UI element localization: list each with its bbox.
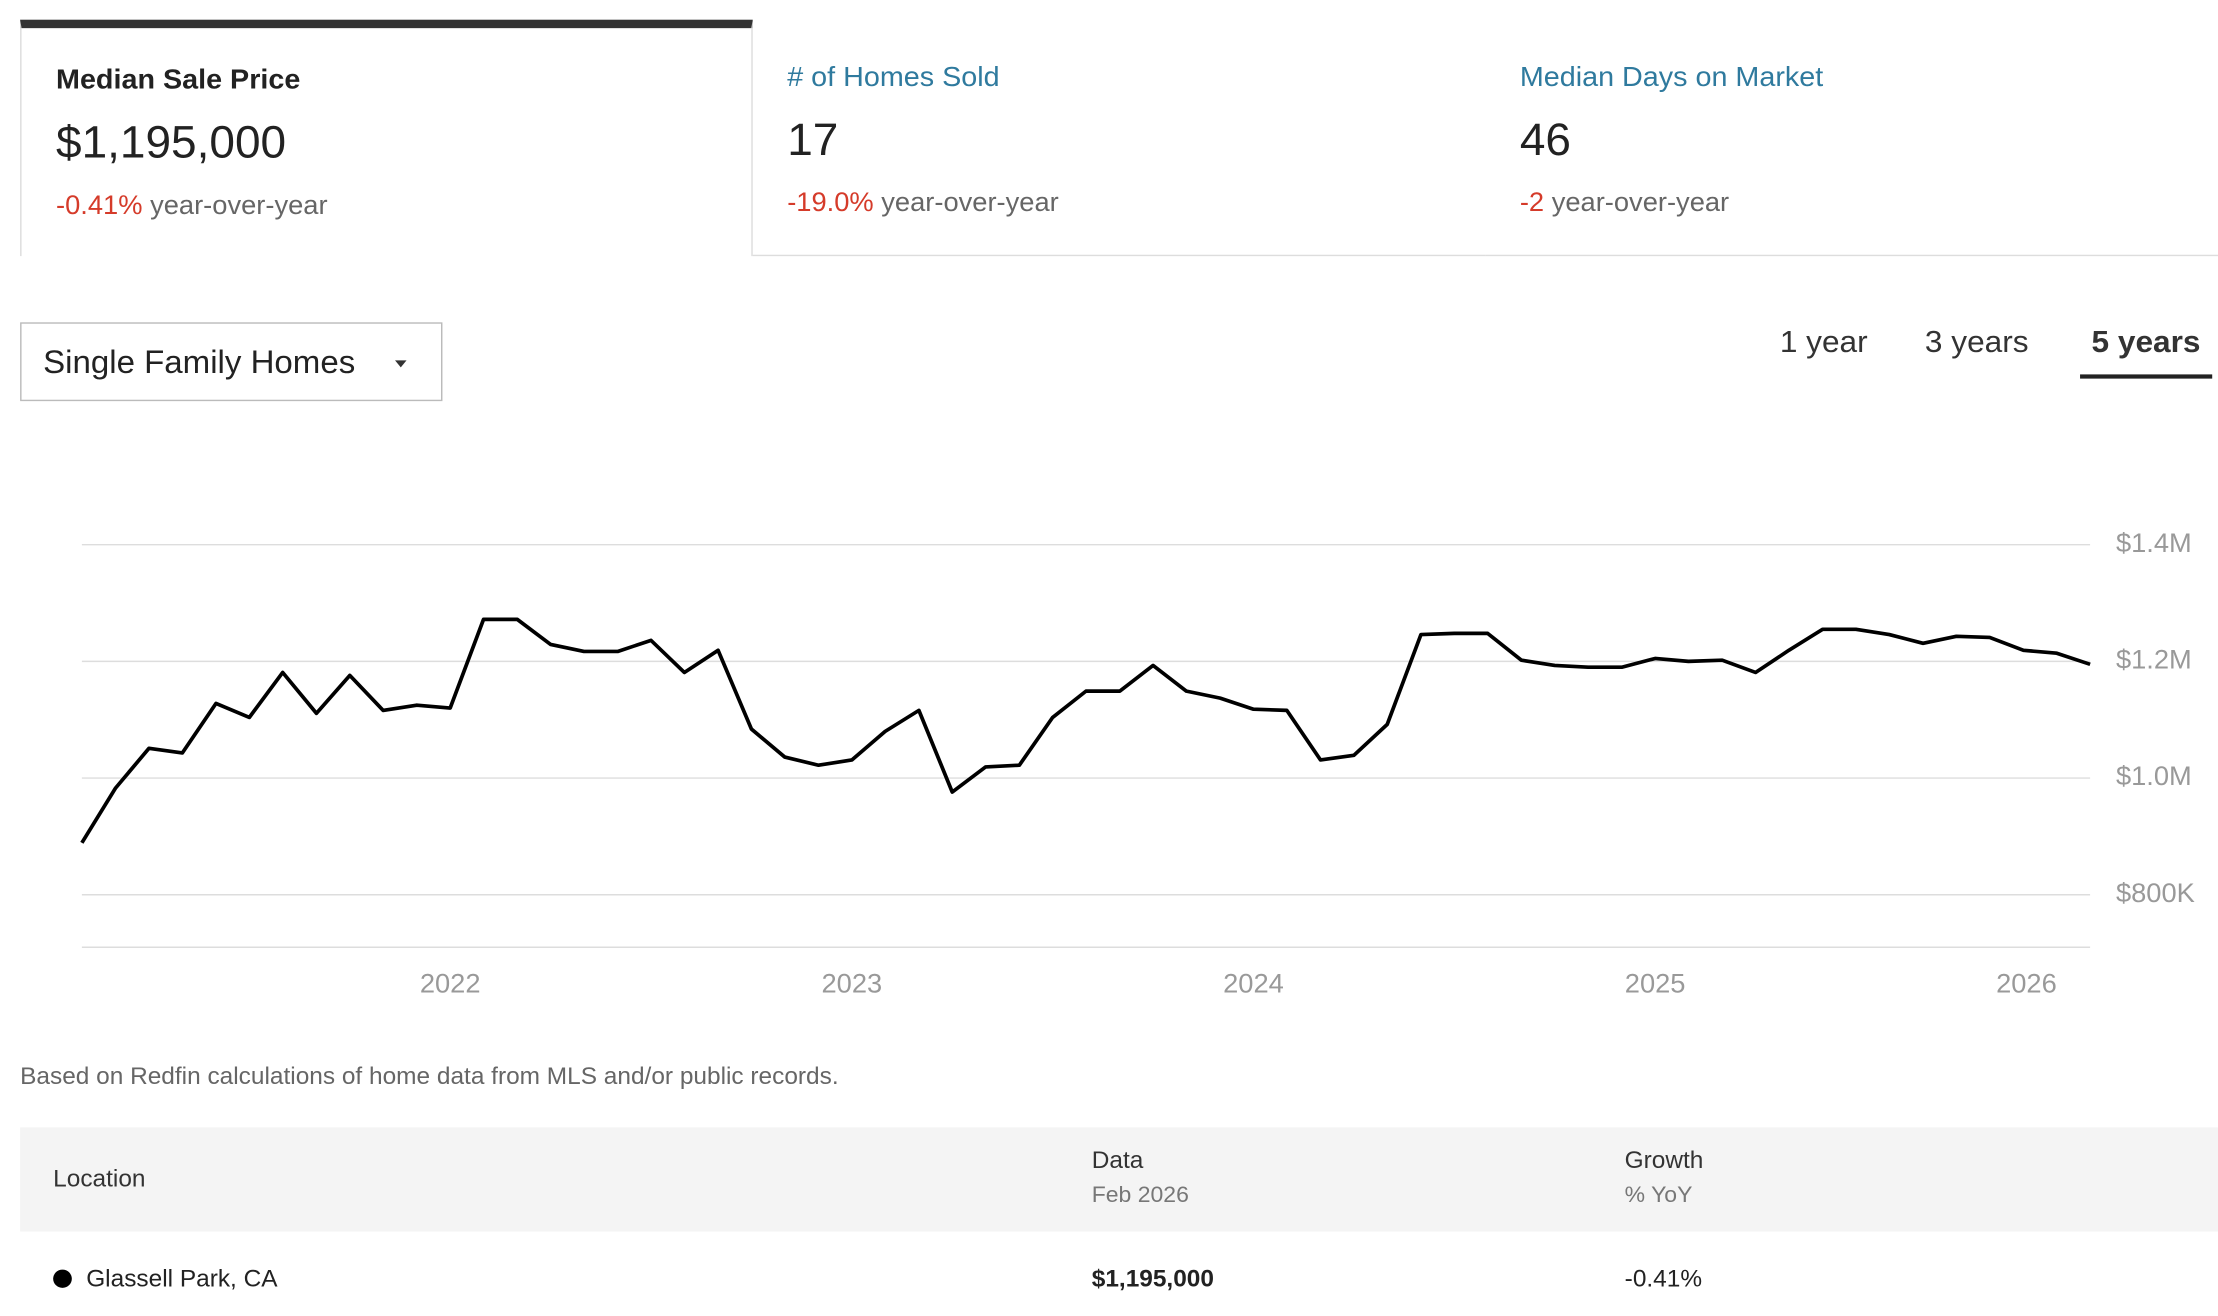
metric-change: -0.41% xyxy=(56,191,143,221)
header-title: Location xyxy=(53,1165,146,1193)
metric-title: Median Sale Price xyxy=(56,64,301,96)
chart: $800K $1.0M $1.2M $1.4M 2022 2023 2024 2025 2026 xyxy=(80,528,2195,999)
y-tick-label: $1.2M xyxy=(2116,645,2192,675)
header-sub: Feb 2026 xyxy=(1091,1183,1189,1208)
y-tick-label: $800K xyxy=(2116,878,2195,908)
series-line xyxy=(80,617,2091,844)
range-button[interactable]: 3 years xyxy=(1924,323,2029,359)
growth-cell: -0.41% xyxy=(1624,1265,1703,1293)
metric-title: Median Days on Market xyxy=(1519,61,1824,93)
dropdown-label: Single Family Homes xyxy=(43,343,356,381)
metric-change-label: year-over-year xyxy=(150,191,328,221)
metric-change-label: year-over-year xyxy=(1551,188,1730,219)
x-tick-label: 2024 xyxy=(1223,969,1284,999)
range-button[interactable]: 5 years xyxy=(2080,324,2213,379)
metric-tab[interactable]: # of Homes Sold 17 -19.0% year-over-year xyxy=(752,20,1486,257)
dropdown-arrow xyxy=(395,360,407,368)
table-header: Location Data Feb 2026 Growth % YoY xyxy=(20,1127,2218,1232)
x-tick-label: 2026 xyxy=(1996,969,2057,999)
y-tick-label: $1.0M xyxy=(2116,761,2192,791)
metric-tab[interactable]: Median Days on Market 46 -2 year-over-ye… xyxy=(1485,20,2218,257)
x-tick-label: 2025 xyxy=(1625,969,1686,999)
metric-value: 46 xyxy=(1519,114,1571,165)
property-type-dropdown[interactable]: Single Family Homes xyxy=(20,322,443,402)
metric-change: -19.0% xyxy=(787,188,874,219)
metric-change-label: year-over-year xyxy=(881,188,1059,219)
metric-tab[interactable]: Median Sale Price $1,195,000 -0.41% year… xyxy=(20,19,753,257)
header-sub: % YoY xyxy=(1624,1183,1693,1208)
location-cell: Glassell Park, CA xyxy=(86,1265,278,1293)
metric-value: 17 xyxy=(787,114,839,165)
metric-change: -2 xyxy=(1519,188,1545,219)
footnote: Based on Redfin calculations of home dat… xyxy=(20,1062,839,1090)
range-button[interactable]: 1 year xyxy=(1779,323,1868,359)
x-tick-label: 2023 xyxy=(821,969,882,999)
header-title: Data xyxy=(1091,1147,1144,1174)
metric-value: $1,195,000 xyxy=(56,116,287,168)
y-tick-label: $1.4M xyxy=(2116,528,2192,558)
header-title: Growth xyxy=(1624,1147,1704,1174)
data-cell: $1,195,000 xyxy=(1091,1265,1214,1293)
legend-dot xyxy=(53,1269,72,1288)
x-tick-label: 2022 xyxy=(420,969,481,999)
metric-title: # of Homes Sold xyxy=(787,61,1000,93)
